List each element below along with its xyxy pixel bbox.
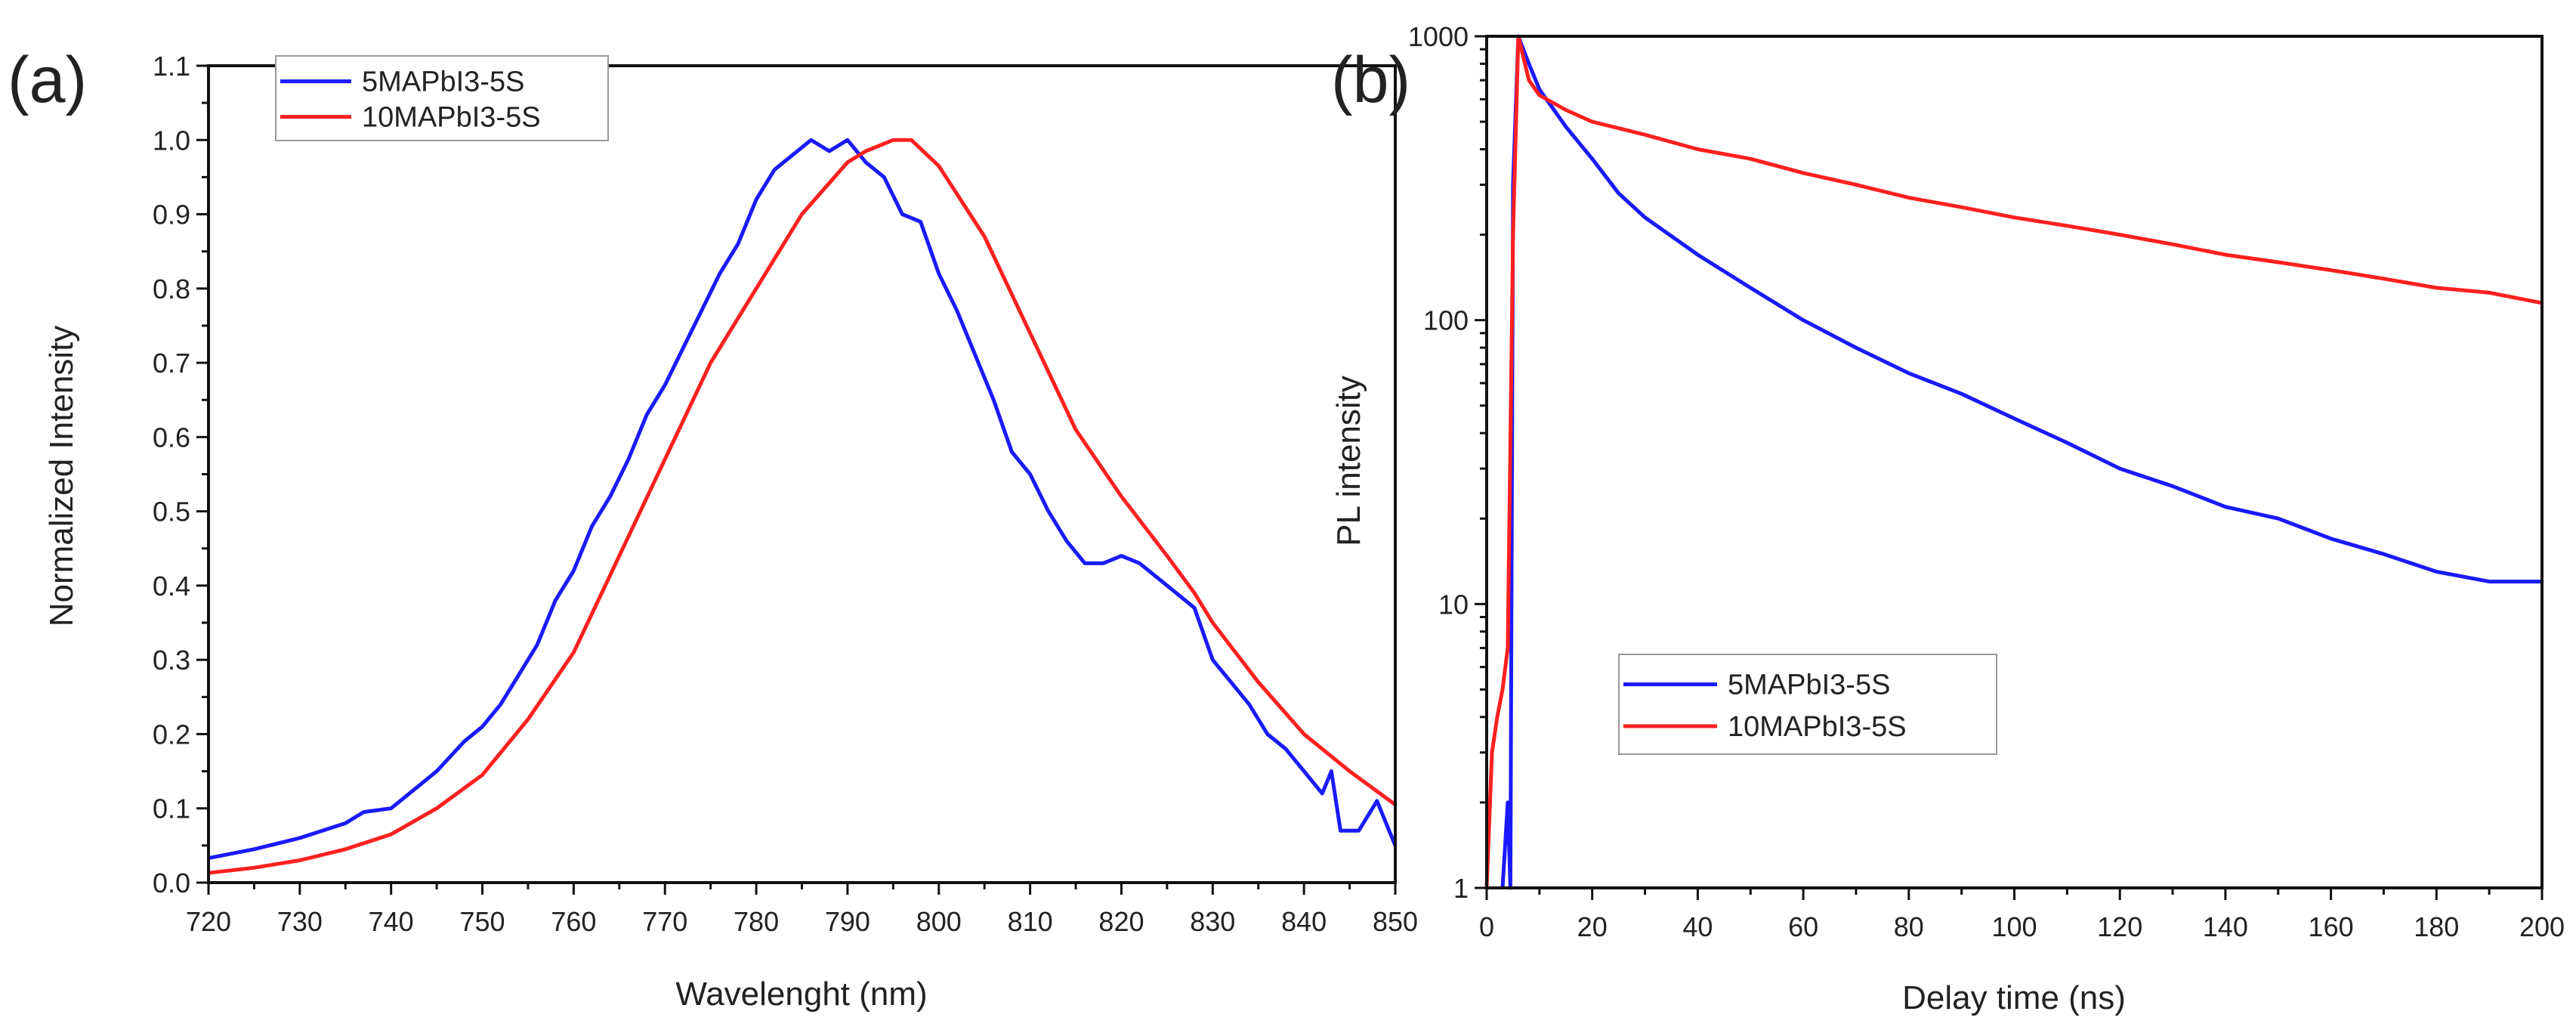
x-tick-label-a: 770 [642,906,687,937]
y-tick-label-a: 0.2 [153,719,190,750]
y-tick-label-a: 0.0 [153,868,190,898]
x-tick-label-a: 800 [916,906,962,937]
y-tick-label-a: 1.1 [153,51,190,82]
panel-a: (a) Wavelenght (nm) Normalized Intensity… [8,44,1418,1013]
x-tick-label-a: 780 [734,906,779,937]
y-tick-label-a: 0.9 [153,199,190,230]
y-tick-label-a: 0.1 [153,793,190,824]
y-tick-label-b: 1000 [1408,21,1469,52]
legend-label-b-1: 10MAPbI3-5S [1728,711,1907,743]
x-axis-title-a: Wavelenght (nm) [675,976,927,1013]
series-line-a-1 [208,138,1397,875]
series-line-a-0 [208,138,1398,861]
x-tick-label-a: 730 [277,906,323,937]
x-tick-label-a: 810 [1008,906,1053,937]
legend-label-a-1: 10MAPbI3-5S [362,102,541,134]
panel-label-b: (b) [1331,44,1410,116]
x-tick-label-b: 0 [1479,911,1494,942]
x-tick-label-b: 40 [1682,911,1713,942]
legend-label-a-0: 5MAPbI3-5S [362,66,524,98]
y-axis-title-a: Normalized Intensity [43,326,80,627]
y-tick-label-b: 10 [1438,589,1469,620]
x-tick-label-a: 720 [186,906,231,937]
y-tick-label-b: 1 [1453,873,1469,904]
y-tick-label-b: 100 [1423,305,1469,336]
y-tick-label-a: 0.7 [153,348,190,379]
plot-frame-a [207,64,1397,884]
series-line-b-0 [1500,34,2542,890]
x-tick-label-a: 790 [825,906,870,937]
x-tick-label-b: 140 [2203,911,2248,942]
plot-frame-b [1485,35,2544,889]
x-tick-label-b: 200 [2519,911,2565,942]
x-tick-label-b: 20 [1577,911,1608,942]
x-axis-title-b: Delay time (ns) [1902,979,2126,1016]
legend-b: 5MAPbI3-5S 10MAPbI3-5S [1618,654,1997,755]
x-tick-label-a: 740 [369,906,414,937]
x-tick-label-b: 80 [1894,911,1924,942]
panel-label-a: (a) [8,44,87,116]
x-tick-label-b: 180 [2414,911,2459,942]
y-tick-label-a: 0.8 [153,274,190,305]
series-line-b-1 [1484,34,2543,889]
y-tick-label-a: 0.5 [153,496,190,527]
x-tick-label-b: 160 [2309,911,2354,942]
x-tick-label-b: 60 [1788,911,1818,942]
x-tick-label-a: 820 [1098,906,1144,937]
x-tick-label-a: 850 [1373,906,1418,937]
x-tick-label-a: 840 [1281,906,1327,937]
legend-box-b [1618,654,1997,755]
x-tick-label-a: 750 [459,906,505,937]
x-tick-label-a: 760 [551,906,596,937]
legend-label-b-0: 5MAPbI3-5S [1728,670,1890,701]
y-tick-label-a: 1.0 [153,125,190,156]
legend-a: 5MAPbI3-5S 10MAPbI3-5S [275,55,609,141]
x-tick-label-b: 120 [2097,911,2142,942]
y-tick-label-a: 0.4 [153,571,190,602]
legend-box-a [275,55,609,141]
y-axis-title-b: PL intensity [1330,376,1367,546]
x-tick-label-b: 100 [1991,911,2037,942]
y-tick-label-a: 0.3 [153,645,190,676]
y-tick-label-a: 0.6 [153,422,190,453]
x-tick-label-a: 830 [1190,906,1235,937]
panel-b: (b) Delay time (ns) PL intensity 0 20 40 60… [1330,21,2565,1016]
